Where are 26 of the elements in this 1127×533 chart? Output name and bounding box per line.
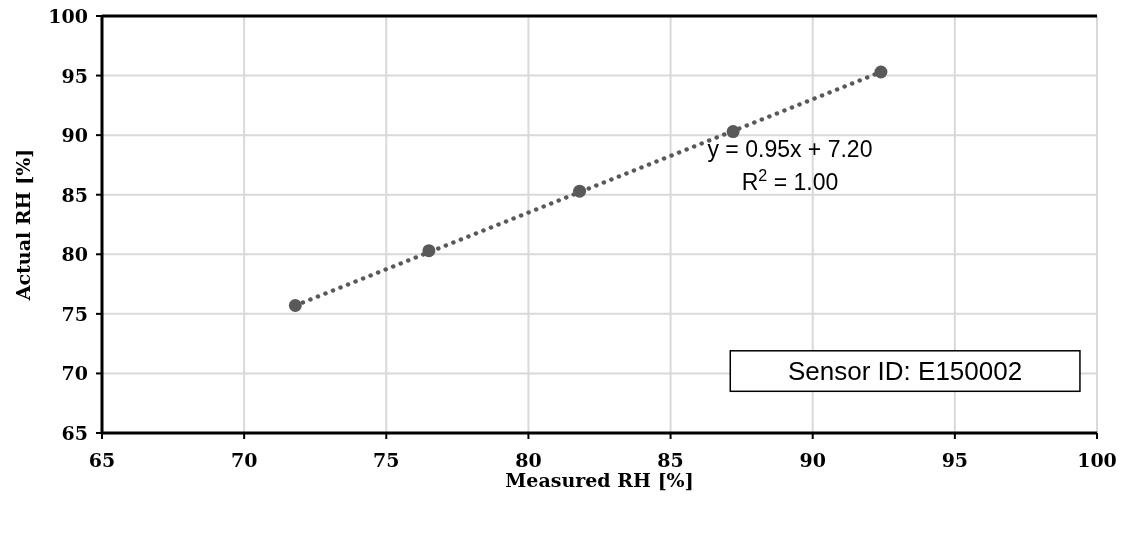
point	[726, 125, 740, 139]
x-tick-label: 95	[941, 449, 969, 471]
y-tick-label: 90	[61, 124, 88, 147]
x-tick-label: 85	[657, 449, 684, 471]
point	[874, 65, 888, 79]
x-tick-label: 70	[230, 449, 258, 471]
x-tick-label: 100	[1077, 449, 1117, 471]
x-axis-title: Measured RH [%]	[505, 469, 694, 491]
y-axis-title: Actual RH [%]	[12, 148, 34, 302]
point	[573, 184, 587, 198]
text-box: Sensor ID: E150002	[729, 350, 1081, 393]
y-tick-label: 80	[61, 243, 88, 266]
y-tick-label: 85	[61, 183, 88, 206]
x-tick-label: 65	[88, 449, 116, 471]
y-tick-label: 75	[61, 302, 88, 325]
y-tick-label: 95	[61, 64, 88, 87]
y-tick-label: 65	[61, 422, 88, 444]
x-tick-label: 75	[373, 449, 400, 471]
y-tick-label: 100	[48, 5, 88, 27]
point	[288, 299, 302, 313]
x-tick-label: 90	[799, 449, 826, 471]
point	[422, 244, 436, 258]
annotation: y = 0.95x + 7.20 R$^{2}$ = 1.00	[707, 135, 873, 195]
x-tick-label: 80	[515, 449, 542, 471]
y-tick-label: 70	[61, 362, 88, 385]
annotation: Sensor ID: E150002	[788, 356, 1023, 387]
